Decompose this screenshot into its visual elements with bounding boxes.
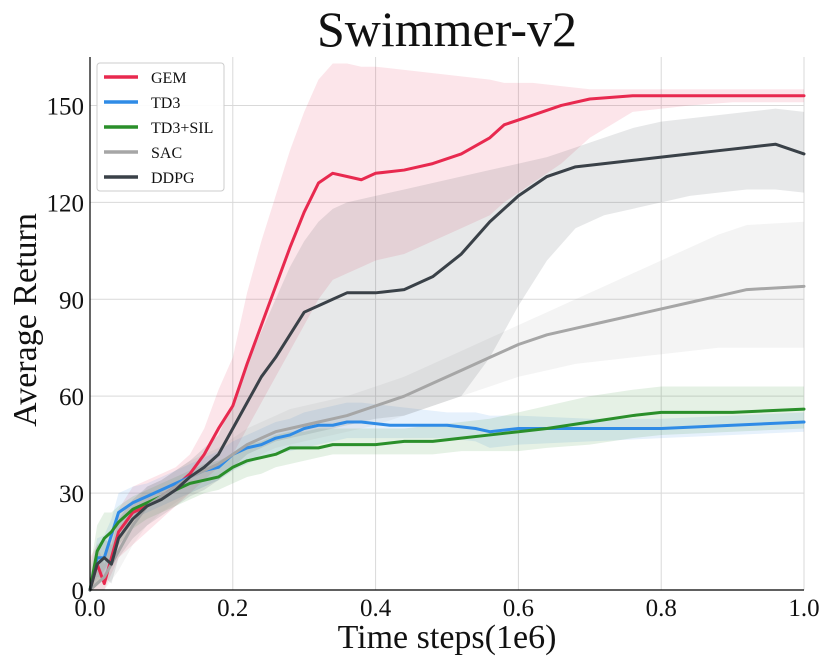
- band-sac: [90, 221, 804, 590]
- x-tick-label: 0.2: [217, 595, 248, 622]
- y-tick-label: 150: [47, 93, 85, 120]
- y-tick-label: 0: [72, 578, 85, 605]
- legend-label: DDPG: [151, 170, 195, 187]
- x-tick-label: 1.0: [788, 595, 819, 622]
- x-tick-label: 0.0: [74, 595, 105, 622]
- band-td3: [90, 402, 804, 590]
- x-axis-label: Time steps(1e6): [338, 619, 557, 656]
- x-tick-label: 0.4: [360, 595, 392, 622]
- band-gem: [90, 63, 804, 590]
- tick-labels: 0.0 0.2 0.4 0.6 0.8 1.0 0 30 60 90 120 150: [47, 93, 820, 622]
- band-td3-sil: [90, 386, 804, 590]
- line-td3-sil: [88, 407, 806, 592]
- series-lines: [88, 94, 806, 592]
- line-ddpg: [88, 142, 806, 592]
- grid: [90, 57, 805, 590]
- line-sac: [88, 284, 806, 592]
- legend: GEM TD3 TD3+SIL SAC DDPG: [96, 62, 225, 192]
- y-tick-label: 120: [47, 190, 85, 217]
- confidence-bands: [90, 63, 804, 590]
- y-tick-label: 30: [59, 481, 84, 508]
- y-axis-label: Average Return: [7, 213, 44, 427]
- legend-label: TD3+SIL: [151, 120, 213, 137]
- y-tick-label: 60: [59, 384, 84, 411]
- legend-label: GEM: [151, 70, 187, 87]
- line-td3: [88, 420, 806, 592]
- legend-label: SAC: [151, 145, 182, 162]
- x-tick-label: 0.6: [503, 595, 534, 622]
- x-tick-label: 0.8: [646, 595, 677, 622]
- legend-label: TD3: [151, 95, 180, 112]
- y-tick-label: 90: [59, 287, 84, 314]
- axes: [89, 57, 804, 591]
- band-ddpg: [90, 108, 804, 590]
- legend-box: [96, 62, 225, 192]
- chart-title: Swimmer-v2: [317, 1, 577, 57]
